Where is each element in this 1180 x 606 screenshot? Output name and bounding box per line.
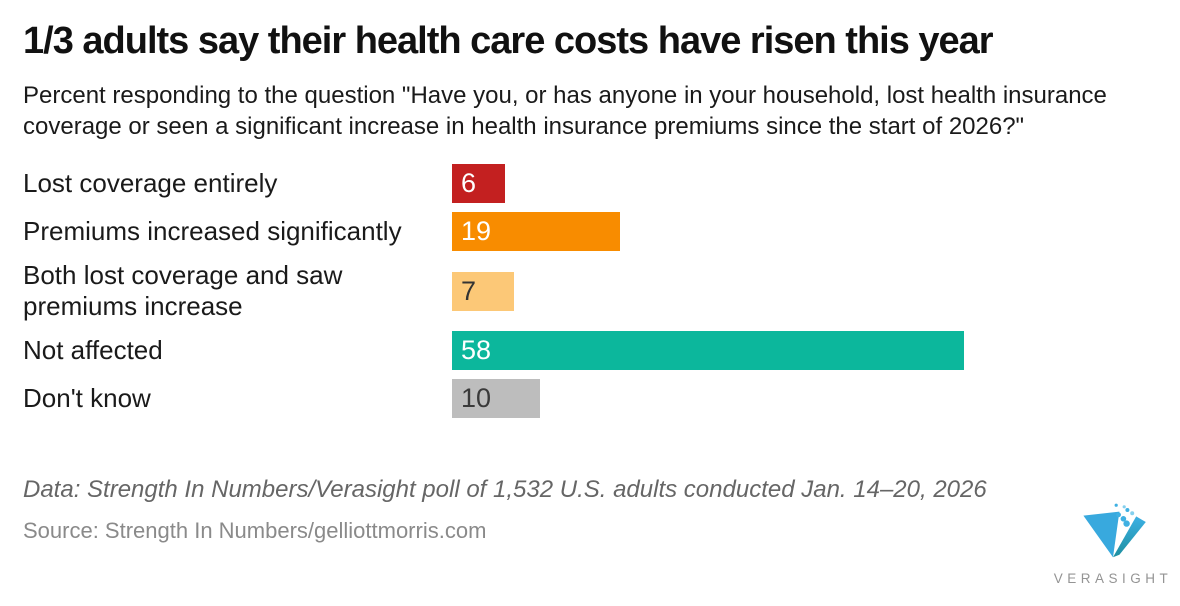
category-label: Lost coverage entirely [23,168,278,198]
bar-chart: Lost coverage entirely 6 Premiums increase… [23,164,1157,418]
category-label: Premiums increased significantly [23,216,402,246]
chart-subtitle: Percent responding to the question "Have… [23,82,1107,140]
category-label: Not affected [23,335,163,365]
chart-row: Not affected 58 [23,331,1157,370]
footer: Data: Strength In Numbers/Verasight poll… [23,476,1157,544]
chart-row: Lost coverage entirely 6 [23,164,1157,203]
bar-value-label: 19 [461,216,492,246]
bar-track: 7 [452,271,1157,311]
bar-track: 58 [452,331,1157,370]
bar: 10 [452,379,540,418]
bar-value-label: 58 [461,335,492,365]
chart-row: Don't know 10 [23,379,1157,418]
verasight-logo: VERASIGHT [1046,502,1180,586]
bar: 6 [452,164,505,203]
bar-value-label: 7 [461,275,477,306]
bar: 7 [452,271,514,311]
category-label: Don't know [23,383,151,413]
category-label: Both lost coverage and saw premiums incr… [23,260,343,321]
bar-value-label: 6 [461,168,477,198]
bar-track: 6 [452,164,1157,203]
chart-row: Premiums increased significantly 19 [23,212,1157,251]
page: 1/3 adults say their health care costs h… [23,20,1157,544]
bar-value-label: 10 [461,383,492,413]
bar-track: 10 [452,379,1157,418]
verasight-v-icon [1083,503,1146,558]
data-note: Data: Strength In Numbers/Verasight poll… [23,476,987,503]
verasight-wordmark: VERASIGHT [1053,571,1173,586]
bar-track: 19 [452,212,1157,251]
source-note: Source: Strength In Numbers/gelliottmorr… [23,518,487,543]
bar: 58 [452,331,964,370]
chart-row: Both lost coverage and saw premiums incr… [23,260,1157,322]
bar: 19 [452,212,620,251]
chart-title: 1/3 adults say their health care costs h… [23,20,994,62]
